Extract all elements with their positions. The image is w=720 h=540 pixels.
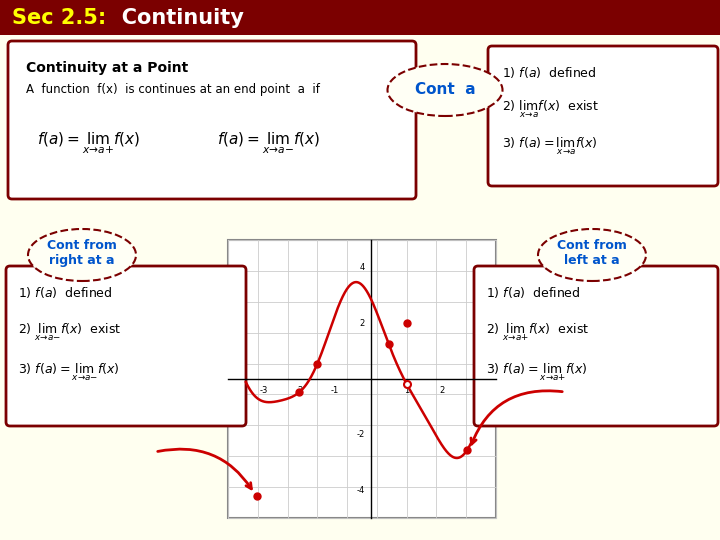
Text: 2: 2: [440, 386, 445, 395]
Text: -4: -4: [356, 485, 365, 495]
FancyBboxPatch shape: [228, 240, 496, 518]
Text: 3) $f(a) = \lim_{x \to a-} f(x)$: 3) $f(a) = \lim_{x \to a-} f(x)$: [18, 361, 120, 383]
Text: Cont from
right at a: Cont from right at a: [47, 239, 117, 267]
Text: $f(a) = \lim_{x \to a-} f(x)$: $f(a) = \lim_{x \to a-} f(x)$: [217, 131, 320, 156]
Text: $f(a) = \lim_{x \to a+} f(x)$: $f(a) = \lim_{x \to a+} f(x)$: [37, 130, 140, 156]
FancyBboxPatch shape: [474, 266, 718, 426]
Text: 1: 1: [404, 386, 409, 395]
Text: Cont  a: Cont a: [415, 83, 475, 98]
Text: Continuity: Continuity: [100, 8, 244, 28]
Text: 1) $f(a)$  defined: 1) $f(a)$ defined: [502, 64, 597, 79]
Text: 2: 2: [360, 319, 365, 328]
Ellipse shape: [387, 64, 503, 116]
Text: -3: -3: [259, 386, 268, 395]
Ellipse shape: [538, 229, 646, 281]
Text: Sec 2.5:: Sec 2.5:: [12, 8, 107, 28]
Text: 2) $\lim_{x \to a-} f(x)$  exist: 2) $\lim_{x \to a-} f(x)$ exist: [18, 321, 121, 343]
Text: 4: 4: [360, 264, 365, 272]
Ellipse shape: [28, 229, 136, 281]
FancyBboxPatch shape: [488, 46, 718, 186]
Text: 2) $\lim_{x \to a+} f(x)$  exist: 2) $\lim_{x \to a+} f(x)$ exist: [486, 321, 589, 343]
Text: 2) $\lim_{x \to a} f(x)$  exist: 2) $\lim_{x \to a} f(x)$ exist: [502, 98, 599, 120]
Text: Cont from
left at a: Cont from left at a: [557, 239, 627, 267]
FancyBboxPatch shape: [8, 41, 416, 199]
Text: Continuity at a Point: Continuity at a Point: [26, 61, 188, 75]
FancyBboxPatch shape: [6, 266, 246, 426]
Text: A  function  f(x)  is continues at an end point  a  if: A function f(x) is continues at an end p…: [26, 83, 320, 96]
Text: 3) $f(a) = \lim_{x \to a} f(x)$: 3) $f(a) = \lim_{x \to a} f(x)$: [502, 135, 598, 157]
Text: 1) $f(a)$  defined: 1) $f(a)$ defined: [18, 285, 112, 300]
Text: -1: -1: [331, 386, 339, 395]
Text: 1) $f(a)$  defined: 1) $f(a)$ defined: [486, 285, 580, 300]
Text: -2: -2: [295, 386, 304, 395]
Text: 3) $f(a) = \lim_{x \to a+} f(x)$: 3) $f(a) = \lim_{x \to a+} f(x)$: [486, 361, 588, 383]
Text: -2: -2: [356, 430, 365, 439]
FancyBboxPatch shape: [0, 0, 720, 35]
